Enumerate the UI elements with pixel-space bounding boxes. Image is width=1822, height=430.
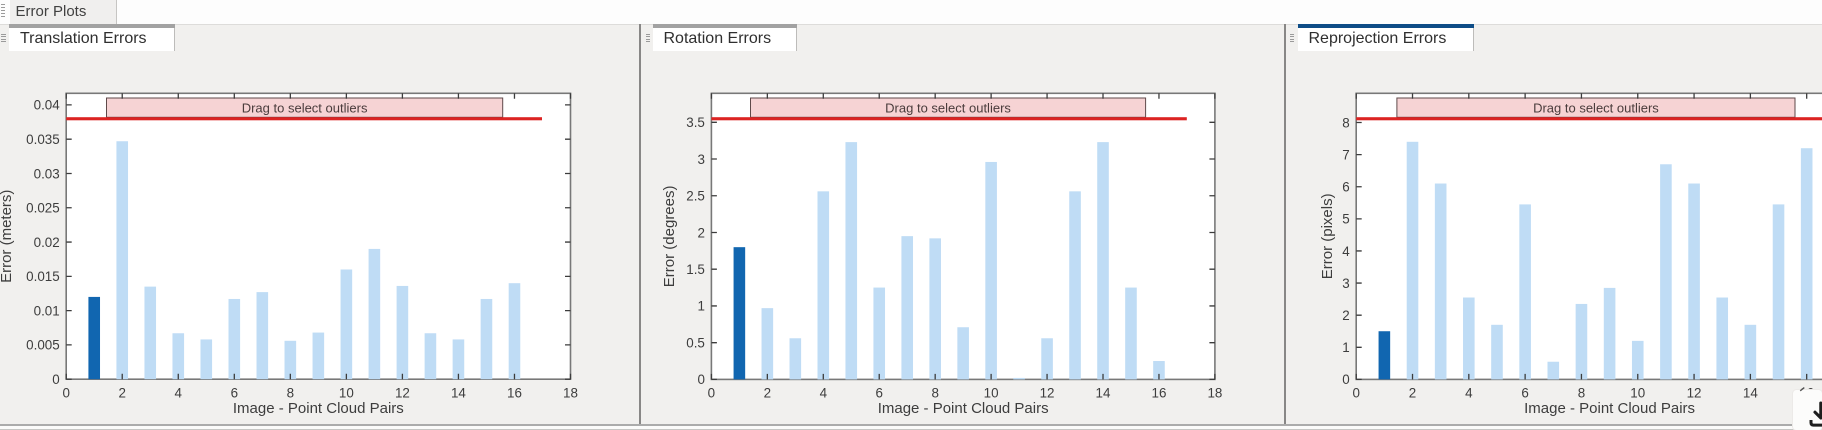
svg-text:Drag to select outliers: Drag to select outliers [885, 101, 1011, 116]
svg-text:1: 1 [1342, 340, 1349, 355]
svg-text:10: 10 [984, 386, 999, 401]
svg-text:7: 7 [1342, 147, 1349, 162]
svg-text:0.025: 0.025 [26, 201, 60, 216]
svg-text:0.5: 0.5 [686, 335, 705, 350]
svg-text:10: 10 [1630, 386, 1645, 401]
svg-text:6: 6 [876, 386, 883, 401]
svg-text:4: 4 [1465, 386, 1473, 401]
svg-text:10: 10 [339, 386, 354, 401]
svg-text:4: 4 [820, 386, 828, 401]
svg-text:2: 2 [764, 386, 771, 401]
svg-text:Image - Point Cloud Pairs: Image - Point Cloud Pairs [1524, 400, 1695, 417]
svg-text:4: 4 [175, 386, 183, 401]
svg-text:0.015: 0.015 [26, 269, 60, 284]
svg-text:0: 0 [708, 386, 715, 401]
svg-text:Image - Point Cloud Pairs: Image - Point Cloud Pairs [878, 400, 1049, 417]
svg-text:0.01: 0.01 [34, 303, 60, 318]
svg-text:2: 2 [1409, 386, 1416, 401]
svg-text:18: 18 [563, 386, 578, 401]
svg-text:8: 8 [1578, 386, 1585, 401]
svg-text:0: 0 [1352, 386, 1359, 401]
svg-text:6: 6 [1342, 180, 1349, 195]
svg-text:16: 16 [507, 386, 522, 401]
svg-text:1.5: 1.5 [686, 262, 705, 277]
svg-text:Error (pixels): Error (pixels) [1319, 193, 1336, 279]
svg-text:Drag to select outliers: Drag to select outliers [1533, 101, 1659, 116]
svg-text:0: 0 [697, 372, 704, 387]
svg-text:Image - Point Cloud Pairs: Image - Point Cloud Pairs [233, 400, 404, 417]
svg-text:2.5: 2.5 [686, 189, 705, 204]
svg-text:3.5: 3.5 [686, 115, 705, 130]
svg-text:14: 14 [1743, 386, 1758, 401]
svg-text:2: 2 [119, 386, 126, 401]
svg-text:14: 14 [1096, 386, 1111, 401]
svg-text:5: 5 [1342, 212, 1349, 227]
svg-text:Error (degrees): Error (degrees) [661, 185, 678, 287]
svg-text:12: 12 [395, 386, 410, 401]
svg-text:3: 3 [1342, 276, 1349, 291]
svg-text:2: 2 [697, 225, 704, 240]
svg-text:Drag to select outliers: Drag to select outliers [242, 101, 368, 116]
svg-text:8: 8 [931, 386, 938, 401]
svg-text:6: 6 [1521, 386, 1528, 401]
svg-text:12: 12 [1040, 386, 1055, 401]
svg-text:16: 16 [1152, 386, 1167, 401]
svg-text:8: 8 [287, 386, 294, 401]
svg-text:18: 18 [1207, 386, 1222, 401]
svg-text:0.04: 0.04 [34, 98, 61, 113]
svg-text:12: 12 [1687, 386, 1702, 401]
svg-text:0.02: 0.02 [34, 235, 60, 250]
svg-text:0.035: 0.035 [26, 132, 60, 147]
svg-text:0: 0 [1342, 372, 1349, 387]
svg-text:Error (meters): Error (meters) [0, 190, 15, 283]
svg-text:6: 6 [231, 386, 238, 401]
svg-text:2: 2 [1342, 308, 1349, 323]
svg-text:0: 0 [62, 386, 69, 401]
svg-text:3: 3 [697, 152, 704, 167]
svg-text:1: 1 [697, 299, 704, 314]
svg-text:8: 8 [1342, 115, 1349, 130]
svg-text:4: 4 [1342, 244, 1350, 259]
svg-text:14: 14 [451, 386, 466, 401]
svg-text:0: 0 [52, 372, 59, 387]
svg-text:0.03: 0.03 [34, 166, 60, 181]
svg-text:0.005: 0.005 [26, 338, 60, 353]
